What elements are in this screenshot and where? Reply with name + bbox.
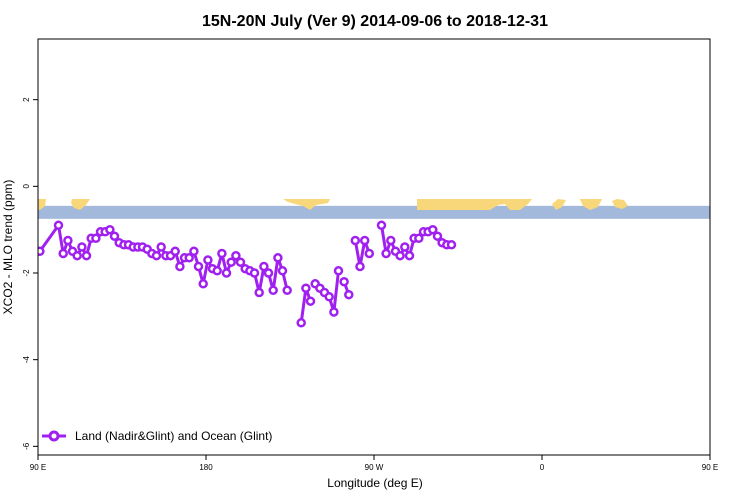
land-mass-0: [38, 199, 46, 210]
data-point-53: [305, 296, 316, 306]
land-masses: [38, 199, 628, 210]
data-point-49: [277, 266, 288, 276]
data-point-64: [359, 235, 370, 246]
data-point-38: [226, 257, 236, 267]
y-tick-label-2: -2: [22, 269, 31, 277]
data-point-31: [193, 261, 204, 272]
x-axis-label: Longitude (deg E): [327, 476, 422, 490]
data-point-23: [156, 242, 166, 252]
data-point-61: [344, 289, 354, 300]
data-point-70: [395, 250, 405, 261]
legend-label: Land (Nadir&Glint) and Ocean (Glint): [75, 429, 272, 443]
data-point-7: [81, 250, 92, 261]
data-point-51: [296, 318, 306, 328]
data-point-63: [355, 261, 365, 272]
data-point-2: [58, 248, 68, 259]
data-point-30: [189, 246, 199, 257]
data-point-3: [63, 235, 73, 246]
data-point-27: [175, 261, 185, 272]
data-point-33: [203, 255, 213, 265]
x-tick-label-0: 90 E: [30, 463, 46, 472]
data-point-66: [376, 220, 387, 231]
data-point-6: [77, 242, 87, 252]
data-point-37: [221, 268, 232, 278]
data-point-58: [329, 307, 339, 317]
x-tick-label-1: 180: [199, 463, 213, 472]
land-mass-3: [417, 199, 532, 210]
data-point-39: [231, 250, 241, 261]
data-point-35: [212, 266, 222, 276]
data-point-77: [428, 224, 438, 235]
data-point-48: [273, 253, 283, 263]
data-point-62: [350, 235, 361, 246]
data-point-50: [282, 285, 292, 296]
data-point-5: [72, 250, 82, 261]
data-point-46: [263, 268, 274, 278]
data-point-47: [268, 285, 278, 296]
y-tick-label-4: -6: [22, 442, 31, 450]
chart-title: 15N-20N July (Ver 9) 2014-09-06 to 2018-…: [202, 13, 548, 30]
data-point-45: [259, 261, 269, 272]
series-line-segment-4: [353, 239, 371, 268]
y-axis-label: XCO2 - MLO trend (ppm): [1, 180, 15, 315]
land-mass-4: [552, 199, 566, 210]
y-axis: 2 0 -2 -4 -6: [22, 97, 38, 450]
data-point-32: [198, 279, 208, 289]
x-axis: 90 E 180 90 W 0 90 E: [30, 455, 718, 472]
data-point-59: [333, 266, 344, 276]
land-mass-1: [71, 199, 90, 210]
data-point-0: [38, 246, 45, 257]
data-point-67: [381, 248, 391, 259]
data-point-12: [105, 224, 115, 235]
data-point-43: [249, 268, 260, 278]
data-point-65: [364, 248, 375, 259]
legend-marker: [48, 430, 60, 442]
y-tick-label-1: 0: [22, 184, 31, 189]
land-mass-2: [283, 199, 330, 210]
data-point-40: [235, 257, 246, 267]
data-point-22: [151, 250, 162, 261]
legend: Land (Nadir&Glint) and Ocean (Glint): [42, 429, 272, 443]
x-tick-label-2: 90 W: [365, 463, 384, 472]
data-point-44: [254, 287, 264, 298]
y-tick-label-0: 2: [22, 97, 31, 102]
land-mass-6: [612, 199, 628, 209]
x-tick-label-3: 0: [540, 463, 545, 472]
data-point-60: [339, 276, 349, 287]
data-point-68: [386, 235, 396, 246]
land-mass-5: [580, 199, 602, 210]
data-point-74: [414, 233, 424, 244]
data-point-36: [217, 248, 227, 259]
data-point-29: [184, 253, 194, 263]
ocean-band: [38, 205, 710, 219]
data-point-78: [432, 231, 443, 241]
data-point-26: [170, 246, 180, 257]
data-point-52: [301, 283, 311, 293]
data-point-81: [446, 240, 457, 250]
map-strip: [38, 199, 710, 219]
plot-frame: [37, 38, 711, 456]
data-point-57: [324, 292, 334, 302]
y-tick-label-3: -4: [22, 356, 31, 364]
data-point-1: [53, 220, 64, 231]
data-point-9: [91, 233, 101, 244]
data-series: [38, 220, 457, 328]
data-point-72: [404, 250, 415, 261]
data-point-71: [400, 242, 410, 252]
x-tick-label-4: 90 E: [702, 463, 718, 472]
data-point-13: [109, 231, 120, 241]
